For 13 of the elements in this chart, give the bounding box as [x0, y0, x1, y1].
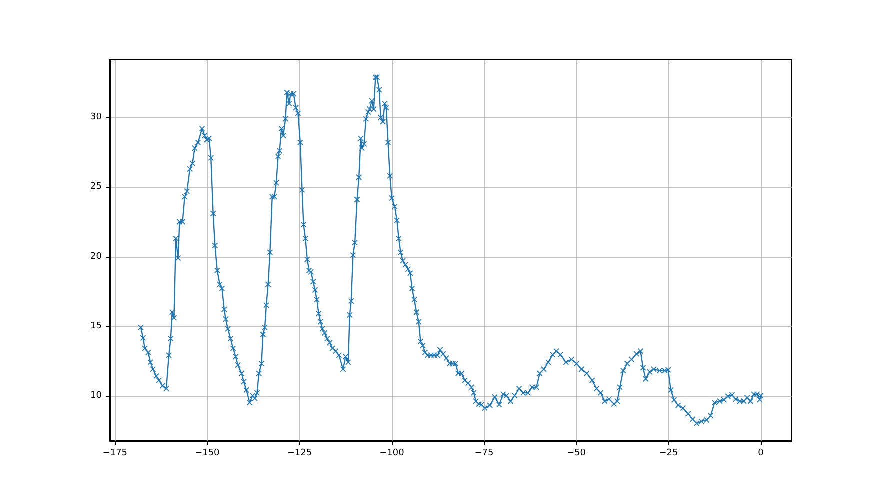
y-tick-label: 25	[90, 182, 102, 192]
x-tick-label: −100	[380, 448, 405, 458]
x-tick-label: −150	[195, 448, 220, 458]
x-tick-label: −175	[102, 448, 128, 458]
x-tick-label: −50	[566, 448, 586, 458]
y-tick-label: 15	[90, 321, 102, 332]
x-tick-label: 0	[758, 448, 764, 458]
x-tick-label: −25	[659, 448, 678, 458]
y-tick-label: 10	[90, 390, 102, 401]
x-tick-label: −75	[474, 448, 494, 458]
x-tick-label: −125	[287, 448, 312, 458]
y-tick-label: 30	[90, 112, 102, 123]
y-tick-label: 20	[90, 252, 102, 262]
